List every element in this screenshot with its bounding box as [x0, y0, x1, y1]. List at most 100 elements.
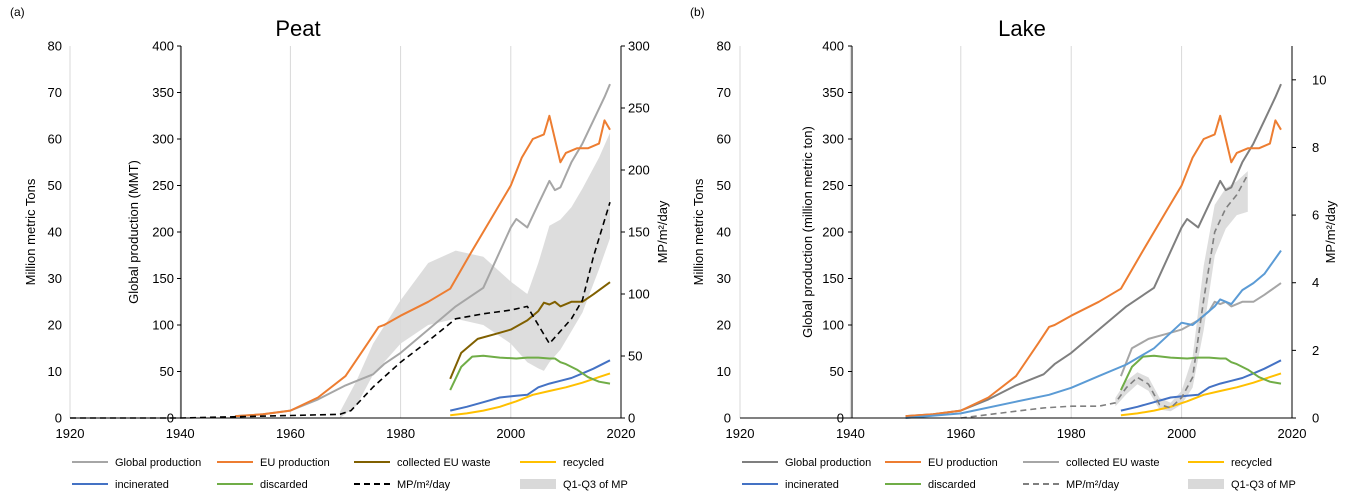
right-y-tick-label: 300	[628, 39, 650, 54]
chart-panel-2: 1920 1940 1960 1980 2000 20200102030405060708…	[690, 5, 1338, 491]
outer-y-tick-label: 70	[48, 85, 62, 100]
series-line-discarded	[1119, 354, 1282, 391]
inner-y-tick-label: 200	[822, 225, 844, 240]
legend-swatch-band	[1188, 479, 1224, 489]
series-line-collected-eu-waste	[449, 281, 611, 380]
series-line-recycled	[450, 372, 611, 417]
right-y-tick-label: 4	[1312, 275, 1319, 290]
legend-label: collected EU waste	[1066, 457, 1160, 469]
inner-y-tick-label: 100	[152, 318, 174, 333]
x-tick-label: 1940	[166, 426, 195, 441]
right-y-tick-label: 100	[628, 287, 650, 302]
inner-y-tick-label: 50	[160, 364, 174, 379]
x-tick-label: 1960	[276, 426, 305, 441]
x-tick-label: 2020	[607, 426, 636, 441]
q1-q3-band	[340, 132, 610, 419]
legend-label: discarded	[260, 479, 308, 491]
inner-y-tick-label: 100	[822, 318, 844, 333]
x-tick-label: 1920	[726, 426, 755, 441]
x-tick-label: 1980	[1057, 426, 1086, 441]
inner-y-tick-label: 150	[152, 271, 174, 286]
legend-label: EU production	[260, 457, 330, 469]
outer-y-tick-label: 60	[717, 132, 731, 147]
right-y-tick-label: 0	[1312, 411, 1319, 426]
legend-label: Q1-Q3 of MP	[1231, 479, 1296, 491]
series-line-eu-production	[905, 114, 1282, 418]
x-tick-label: 1920	[56, 426, 85, 441]
series-line-discarded	[449, 354, 611, 391]
legend-label: EU production	[928, 457, 998, 469]
legend-label: incinerated	[785, 479, 839, 491]
legend-label: Global production	[115, 457, 201, 469]
right-y-tick-label: 6	[1312, 208, 1319, 223]
outer-y-tick-label: 70	[717, 85, 731, 100]
inner-y-tick-label: 350	[822, 85, 844, 100]
series-line-collected-eu-waste	[1119, 282, 1282, 377]
inner-y-tick-label: 0	[837, 411, 844, 426]
inner-y-tick-label: 300	[152, 132, 174, 147]
inner-y-tick-label: 300	[822, 132, 844, 147]
inner-y-tick-label: 200	[152, 225, 174, 240]
outer-y-tick-label: 60	[48, 132, 62, 147]
series-line-unnamed	[905, 250, 1282, 419]
inner-y-tick-label: 400	[822, 39, 844, 54]
right-y-tick-label: 200	[628, 163, 650, 178]
outer-y-tick-label: 50	[717, 178, 731, 193]
x-tick-label: 2000	[1167, 426, 1196, 441]
series-line-mp-m-day	[960, 174, 1249, 419]
chart-title: Peat	[275, 16, 320, 41]
outer-y-tick-label: 50	[48, 178, 62, 193]
outer-y-tick-label: 0	[724, 411, 731, 426]
x-tick-label: 1960	[946, 426, 975, 441]
chart-title: Lake	[998, 16, 1046, 41]
outer-y-tick-label: 0	[55, 411, 62, 426]
series-line-global-production	[905, 83, 1282, 418]
legend-label: incinerated	[115, 479, 169, 491]
outer-y-tick-label: 80	[48, 39, 62, 54]
inner-y-tick-label: 250	[152, 178, 174, 193]
legend-swatch-band	[520, 479, 556, 489]
right-y-tick-label: 8	[1312, 140, 1319, 155]
inner-y-tick-label: 400	[152, 39, 174, 54]
inner-y-tick-label: 0	[167, 411, 174, 426]
legend-label: MP/m²/day	[397, 479, 451, 491]
outer-y-axis-title: Million metric Tons	[23, 178, 38, 285]
outer-y-tick-label: 20	[48, 318, 62, 333]
series-line-incinerated	[449, 359, 611, 412]
legend-label: Global production	[785, 457, 871, 469]
outer-y-tick-label: 30	[48, 271, 62, 286]
series-line-recycled	[1120, 372, 1282, 417]
outer-y-axis-title: Million metric Tons	[691, 178, 706, 285]
series-line-global-production	[235, 83, 611, 418]
right-y-axis-title: MP/m²/day	[655, 200, 670, 263]
x-tick-label: 1980	[386, 426, 415, 441]
right-y-tick-label: 150	[628, 225, 650, 240]
legend-label: collected EU waste	[397, 457, 491, 469]
inner-y-tick-label: 150	[822, 271, 844, 286]
outer-y-tick-label: 10	[717, 364, 731, 379]
legend-label: Q1-Q3 of MP	[563, 479, 628, 491]
panel-label: (a)	[10, 5, 25, 19]
outer-y-tick-label: 30	[717, 271, 731, 286]
x-tick-label: 1940	[836, 426, 865, 441]
outer-y-tick-label: 20	[717, 318, 731, 333]
right-y-tick-label: 250	[628, 101, 650, 116]
legend-label: recycled	[1231, 457, 1272, 469]
legend-label: MP/m²/day	[1066, 479, 1120, 491]
outer-y-tick-label: 40	[717, 225, 731, 240]
panel-label: (b)	[690, 5, 705, 19]
outer-y-tick-label: 80	[717, 39, 731, 54]
x-tick-label: 2000	[496, 426, 525, 441]
right-y-tick-label: 2	[1312, 343, 1319, 358]
outer-y-tick-label: 10	[48, 364, 62, 379]
right-y-tick-label: 0	[628, 411, 635, 426]
series-line-mp-m-day	[70, 201, 611, 419]
inner-y-axis-title: Global production (MMT)	[126, 160, 141, 304]
chart-panel-1: 1920 1940 1960 1980 2000 20200102030405060708…	[10, 5, 670, 491]
x-tick-label: 2020	[1278, 426, 1307, 441]
inner-y-tick-label: 50	[830, 364, 844, 379]
right-y-tick-label: 50	[628, 349, 642, 364]
series-line-eu-production	[235, 114, 611, 418]
inner-y-axis-title: Global production (million metric ton)	[800, 126, 815, 338]
